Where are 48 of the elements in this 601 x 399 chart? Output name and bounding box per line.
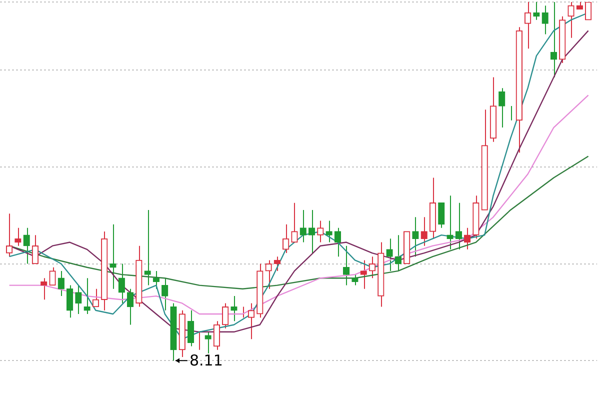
candlestick bbox=[568, 2, 574, 38]
candlestick bbox=[360, 260, 367, 290]
candlestick bbox=[66, 284, 74, 318]
candlestick bbox=[464, 227, 471, 250]
candlestick bbox=[23, 227, 30, 264]
candlestick bbox=[282, 224, 290, 254]
candlestick bbox=[524, 2, 532, 50]
candlestick bbox=[222, 302, 229, 329]
candlestick bbox=[542, 5, 548, 35]
candlestick bbox=[420, 216, 428, 246]
candlestick bbox=[343, 245, 350, 286]
candlestick bbox=[334, 227, 342, 258]
candlestick bbox=[533, 2, 540, 20]
candlestick bbox=[144, 209, 151, 286]
candlestick bbox=[455, 202, 462, 250]
candlestick bbox=[352, 274, 358, 286]
candlestick bbox=[248, 302, 255, 340]
candlestick bbox=[14, 227, 22, 246]
candlestick bbox=[317, 220, 324, 243]
candlestick bbox=[204, 331, 212, 354]
candlestick bbox=[92, 288, 100, 308]
candlestick bbox=[368, 256, 376, 279]
candlestick bbox=[584, 2, 592, 20]
candlestick bbox=[230, 296, 238, 322]
candlestick bbox=[213, 320, 220, 350]
candlestick bbox=[110, 224, 116, 290]
candlestick bbox=[300, 209, 306, 243]
candlestick bbox=[446, 195, 454, 250]
candlestick bbox=[291, 202, 298, 243]
candlestick bbox=[58, 270, 64, 297]
annotation: 8.11 bbox=[189, 351, 223, 370]
candlestick bbox=[187, 310, 194, 347]
candlestick bbox=[438, 202, 445, 228]
candlestick bbox=[394, 234, 402, 272]
candlestick bbox=[6, 213, 13, 258]
candlestick bbox=[386, 238, 393, 272]
candlestick bbox=[550, 2, 558, 78]
candlestick bbox=[162, 278, 168, 311]
candlestick bbox=[118, 263, 125, 304]
candlestick bbox=[326, 220, 332, 243]
candlestick bbox=[32, 234, 39, 264]
candlestick bbox=[308, 209, 316, 254]
candlestick bbox=[49, 266, 56, 286]
candlestick bbox=[265, 260, 272, 290]
candlestick bbox=[412, 216, 419, 258]
candlestick bbox=[498, 88, 506, 128]
candlestick bbox=[75, 284, 82, 314]
candlestick bbox=[126, 288, 134, 326]
